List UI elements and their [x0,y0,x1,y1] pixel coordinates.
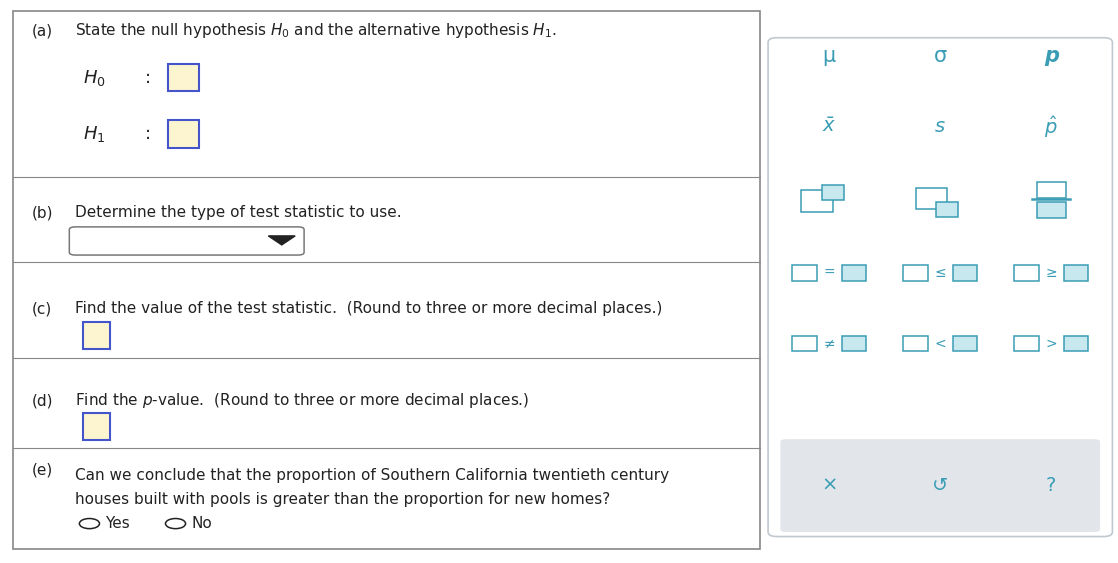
Text: State the null hypothesis $H_0$ and the alternative hypothesis $H_1$.: State the null hypothesis $H_0$ and the … [75,21,557,41]
Text: >: > [1045,337,1057,350]
FancyBboxPatch shape [802,190,833,212]
FancyBboxPatch shape [13,11,760,549]
FancyBboxPatch shape [1063,265,1088,281]
Text: (c): (c) [31,301,51,316]
Text: No: No [191,516,212,531]
Text: $\hat{p}$: $\hat{p}$ [1044,114,1058,140]
FancyBboxPatch shape [1036,202,1065,218]
FancyBboxPatch shape [1014,336,1039,351]
Text: $\bar{x}$: $\bar{x}$ [822,117,836,136]
Text: ≤: ≤ [935,266,946,280]
Text: σ: σ [934,46,947,66]
Text: Can we conclude that the proportion of Southern California twentieth century
hou: Can we conclude that the proportion of S… [75,468,669,507]
FancyBboxPatch shape [903,265,928,281]
Text: μ: μ [823,46,836,66]
FancyBboxPatch shape [842,336,866,351]
FancyBboxPatch shape [1063,336,1088,351]
Text: s: s [935,117,946,136]
Text: (d): (d) [31,394,53,408]
Text: =: = [824,266,835,280]
Text: (e): (e) [31,463,53,477]
FancyBboxPatch shape [780,439,1100,532]
Text: :: : [145,69,151,87]
Text: ?: ? [1046,476,1057,495]
FancyBboxPatch shape [953,265,977,281]
FancyBboxPatch shape [822,185,844,200]
FancyBboxPatch shape [936,202,958,217]
Text: p: p [1044,46,1059,66]
FancyBboxPatch shape [953,336,977,351]
Text: Find the value of the test statistic.  (Round to three or more decimal places.): Find the value of the test statistic. (R… [75,301,662,316]
Text: (Choose one): (Choose one) [89,234,187,248]
FancyBboxPatch shape [168,64,199,91]
Text: ↺: ↺ [932,476,948,495]
FancyBboxPatch shape [168,120,199,148]
FancyBboxPatch shape [793,336,817,351]
Text: :: : [145,125,151,143]
FancyBboxPatch shape [1014,265,1039,281]
Text: (b): (b) [31,205,53,220]
Text: $H_0$: $H_0$ [83,68,105,88]
Text: <: < [935,337,946,350]
FancyBboxPatch shape [83,413,110,440]
FancyBboxPatch shape [916,188,947,209]
FancyBboxPatch shape [83,322,110,349]
Text: Determine the type of test statistic to use.: Determine the type of test statistic to … [75,205,401,220]
Text: ≠: ≠ [824,337,835,350]
Text: ×: × [821,476,837,495]
Text: Yes: Yes [105,516,130,531]
FancyBboxPatch shape [768,38,1112,537]
Text: (a): (a) [31,24,53,38]
Text: ≥: ≥ [1045,266,1057,280]
FancyBboxPatch shape [1036,182,1065,198]
FancyBboxPatch shape [903,336,928,351]
Polygon shape [268,236,295,245]
FancyBboxPatch shape [69,227,304,255]
Text: Find the $p$-value.  (Round to three or more decimal places.): Find the $p$-value. (Round to three or m… [75,391,529,410]
Text: $H_1$: $H_1$ [83,124,105,144]
FancyBboxPatch shape [793,265,817,281]
FancyBboxPatch shape [842,265,866,281]
